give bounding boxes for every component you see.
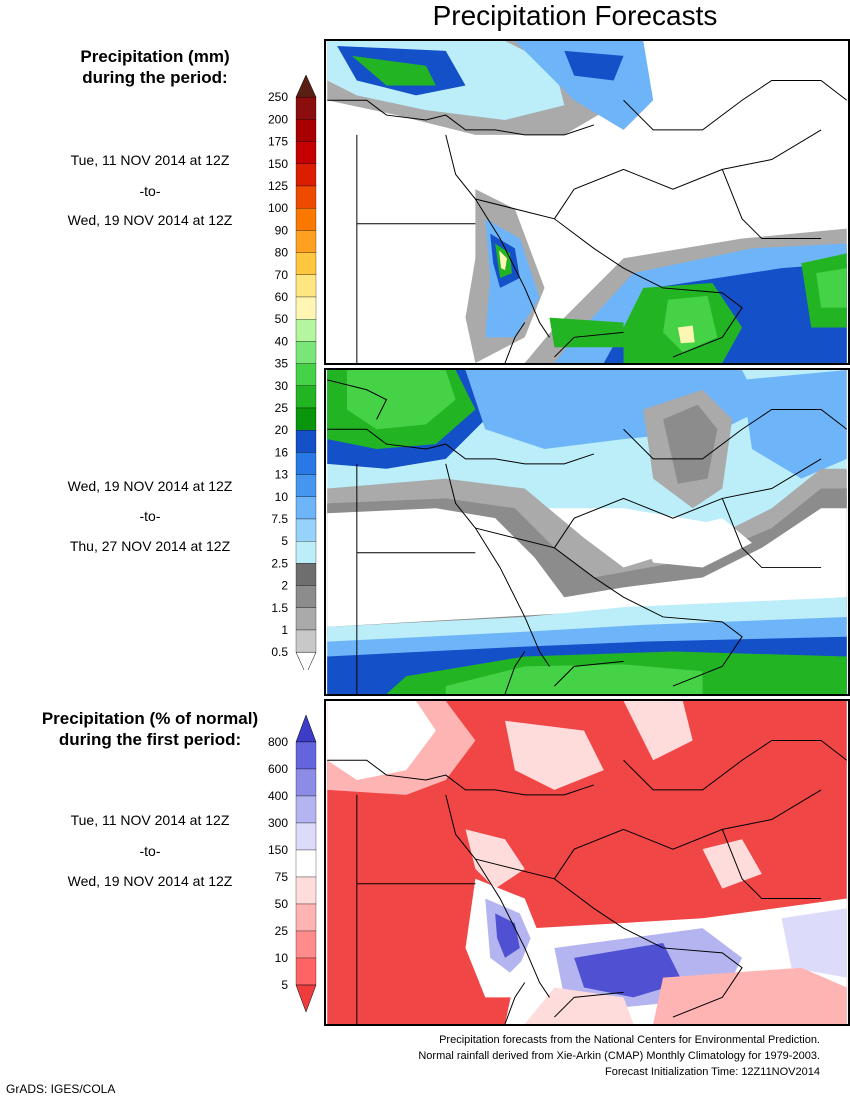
- legend-heading: Precipitation (mm) during the period:: [40, 46, 270, 88]
- percent-colorbar-tick-label: 800: [268, 735, 288, 749]
- precip-colorbar-tick-label: 125: [268, 179, 288, 193]
- precip-colorbar-tick-label: 20: [275, 423, 289, 437]
- precip-colorbar-swatch: [295, 452, 317, 475]
- period3-end: Wed, 19 NOV 2014 at 12Z: [67, 873, 233, 889]
- precip-colorbar-swatch: [295, 629, 317, 653]
- precip-colorbar-tick-label: 0.5: [271, 645, 288, 659]
- precip-colorbar-tick-label: 5: [281, 534, 288, 548]
- legend-heading-line1: Precipitation (mm): [80, 47, 230, 66]
- precip-colorbar-tick-label: 7.5: [271, 512, 288, 526]
- percent-colorbar-tick-label: 5: [281, 978, 288, 992]
- precip-colorbar-tick-label: 175: [268, 135, 288, 149]
- precip-colorbar-tick-label: 200: [268, 112, 288, 126]
- period2-sep: -to-: [139, 508, 161, 524]
- precip-colorbar-tick-label: 10: [275, 490, 289, 504]
- precip-colorbar-swatch: [295, 119, 317, 142]
- precip-colorbar-swatch: [295, 607, 317, 631]
- precip-colorbar-swatch: [295, 185, 317, 209]
- period1-end: Wed, 19 NOV 2014 at 12Z: [67, 212, 233, 228]
- percent-colorbar-arrow-top: [295, 714, 317, 743]
- percent-colorbar-tick-label: 75: [275, 870, 289, 884]
- precip-colorbar-swatch: [295, 430, 317, 453]
- percent-colorbar-tick-label: 50: [275, 897, 289, 911]
- precip-colorbar-swatch: [295, 363, 317, 386]
- map-panel-percent-normal: [324, 699, 850, 1026]
- footer-source: Precipitation forecasts from the Nationa…: [439, 1034, 820, 1046]
- precip-colorbar-tick-label: 100: [268, 201, 288, 215]
- precip-colorbar-tick-label: 50: [275, 312, 289, 326]
- precip-colorbar-tick-label: 1.5: [271, 601, 288, 615]
- precip-colorbar-tick-label: 25: [275, 401, 289, 415]
- precip-colorbar-tick-label: 250: [268, 90, 288, 104]
- footer-climatology: Normal rainfall derived from Xie-Arkin (…: [418, 1050, 820, 1062]
- precip-colorbar-tick-label: 13: [275, 468, 289, 482]
- percent-colorbar-swatch: [295, 849, 317, 878]
- period2-end: Thu, 27 NOV 2014 at 12Z: [69, 538, 231, 554]
- precip-colorbar-swatch: [295, 385, 317, 409]
- footer-init-time: Forecast Initialization Time: 12Z11NOV20…: [604, 1066, 820, 1078]
- period1-sep: -to-: [139, 183, 161, 199]
- precip-colorbar-tick-label: 150: [268, 157, 288, 171]
- percent-colorbar-tick-label: 300: [268, 816, 288, 830]
- percent-colorbar-swatch: [295, 930, 317, 959]
- period2-start: Wed, 19 NOV 2014 at 12Z: [67, 478, 233, 494]
- percent-colorbar-tick-label: 25: [275, 924, 289, 938]
- page-title: Precipitation Forecasts: [432, 0, 718, 31]
- precip-colorbar-tick-label: 1: [281, 623, 288, 637]
- precip-colorbar-swatch: [295, 208, 317, 231]
- precip-colorbar-swatch: [295, 518, 317, 542]
- precip-colorbar-tick-label: 2: [281, 579, 288, 593]
- map-panel-period2: [324, 368, 850, 696]
- period3-sep: -to-: [139, 843, 161, 859]
- percent-colorbar-swatch: [295, 741, 317, 770]
- precip-colorbar-swatch: [295, 541, 317, 564]
- precip-colorbar-swatch: [295, 97, 317, 120]
- precip-colorbar-swatch: [295, 230, 317, 253]
- precip-colorbar-tick-label: 16: [275, 445, 289, 459]
- map-panel-period1: [324, 39, 850, 365]
- precip-colorbar-swatch: [295, 319, 317, 342]
- precip-colorbar-tick-label: 90: [275, 223, 289, 237]
- percent-colorbar: 800 600 400 300 150 75 50 25 10 5: [268, 714, 317, 1013]
- percent-colorbar-tick-label: 400: [268, 789, 288, 803]
- precip-colorbar-swatch: [295, 585, 317, 608]
- precip-colorbar-swatch: [295, 474, 317, 497]
- precip-colorbar: 2502001751501251009080706050403530252016…: [268, 74, 317, 670]
- percent-colorbar-swatch: [295, 876, 317, 905]
- percent-colorbar-tick-label: 600: [268, 762, 288, 776]
- percent-colorbar-swatch: [295, 903, 317, 932]
- precip-colorbar-tick-label: 40: [275, 334, 289, 348]
- precip-colorbar-tick-label: 70: [275, 268, 289, 282]
- percent-colorbar-tick-label: 10: [275, 951, 289, 965]
- precip-colorbar-swatch: [295, 163, 317, 187]
- precip-colorbar-swatch: [295, 496, 317, 520]
- percent-colorbar-arrow-bottom: [295, 984, 317, 1013]
- percent-legend-heading-line2: during the first period:: [58, 730, 242, 749]
- period1-start: Tue, 11 NOV 2014 at 12Z: [70, 152, 230, 168]
- precip-colorbar-tick-label: 2.5: [271, 556, 288, 570]
- precip-colorbar-tick-label: 80: [275, 246, 289, 260]
- percent-colorbar-swatch: [295, 822, 317, 851]
- precip-colorbar-arrow-top: [295, 74, 317, 98]
- precip-colorbar-swatch: [295, 141, 317, 164]
- grads-credit: GrADS: IGES/COLA: [6, 1082, 116, 1096]
- precip-colorbar-swatch: [295, 563, 317, 586]
- legend-heading-line2: during the period:: [82, 68, 228, 87]
- precip-colorbar-swatch: [295, 296, 317, 320]
- precip-colorbar-swatch: [295, 341, 317, 364]
- precip-colorbar-swatch: [295, 407, 317, 431]
- percent-colorbar-tick-label: 150: [268, 843, 288, 857]
- percent-legend-heading: Precipitation (% of normal) during the f…: [20, 708, 280, 750]
- period3-start: Tue, 11 NOV 2014 at 12Z: [70, 812, 230, 828]
- percent-colorbar-swatch: [295, 795, 317, 824]
- precip-colorbar-tick-label: 35: [275, 357, 289, 371]
- percent-colorbar-swatch: [295, 957, 317, 986]
- precip-colorbar-swatch: [295, 274, 317, 298]
- percent-legend-heading-line1: Precipitation (% of normal): [41, 709, 259, 728]
- precip-colorbar-swatch: [295, 252, 317, 275]
- percent-colorbar-swatch: [295, 768, 317, 797]
- precip-colorbar-tick-label: 30: [275, 379, 289, 393]
- precip-colorbar-arrow-bottom: [295, 651, 317, 670]
- precip-colorbar-tick-label: 60: [275, 290, 289, 304]
